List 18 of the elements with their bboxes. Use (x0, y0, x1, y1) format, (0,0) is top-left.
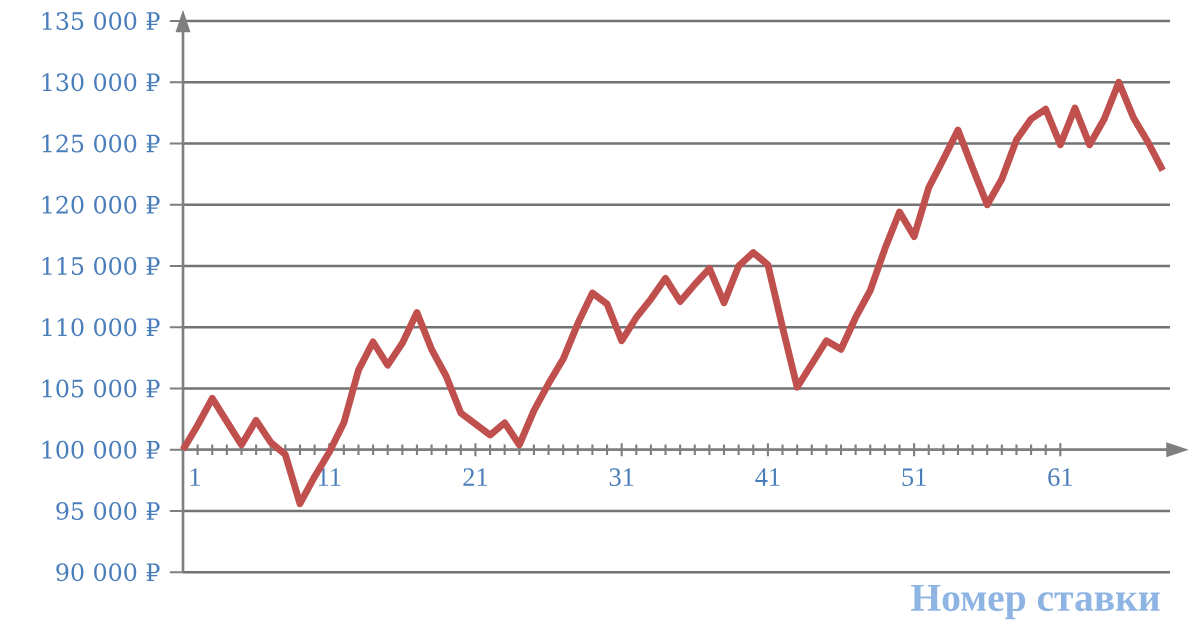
y-tick-label: 100 000 ₽ (42, 440, 160, 459)
x-tick-label: 1 (190, 468, 200, 486)
y-tick-label: 120 000 ₽ (42, 195, 160, 214)
x-tick-label: 11 (318, 468, 341, 486)
y-tick-label: 105 000 ₽ (42, 379, 160, 398)
x-axis-title: Номер ставки (911, 584, 1160, 620)
y-tick-label: 125 000 ₽ (42, 134, 160, 153)
y-tick-label: 135 000 ₽ (42, 12, 160, 30)
x-tick-label: 61 (1048, 468, 1072, 487)
x-tick-label: 41 (755, 468, 780, 486)
y-tick-label: 130 000 ₽ (42, 73, 160, 92)
y-tick-label: 115 000 ₽ (42, 257, 160, 275)
x-tick-label: 31 (609, 468, 634, 487)
y-tick-label: 90 000 ₽ (56, 563, 160, 582)
y-tick-label: 110 000 ₽ (42, 318, 160, 337)
x-tick-label: 21 (463, 468, 488, 486)
y-tick-label: 95 000 ₽ (56, 502, 160, 520)
x-tick-label: 51 (902, 468, 926, 486)
